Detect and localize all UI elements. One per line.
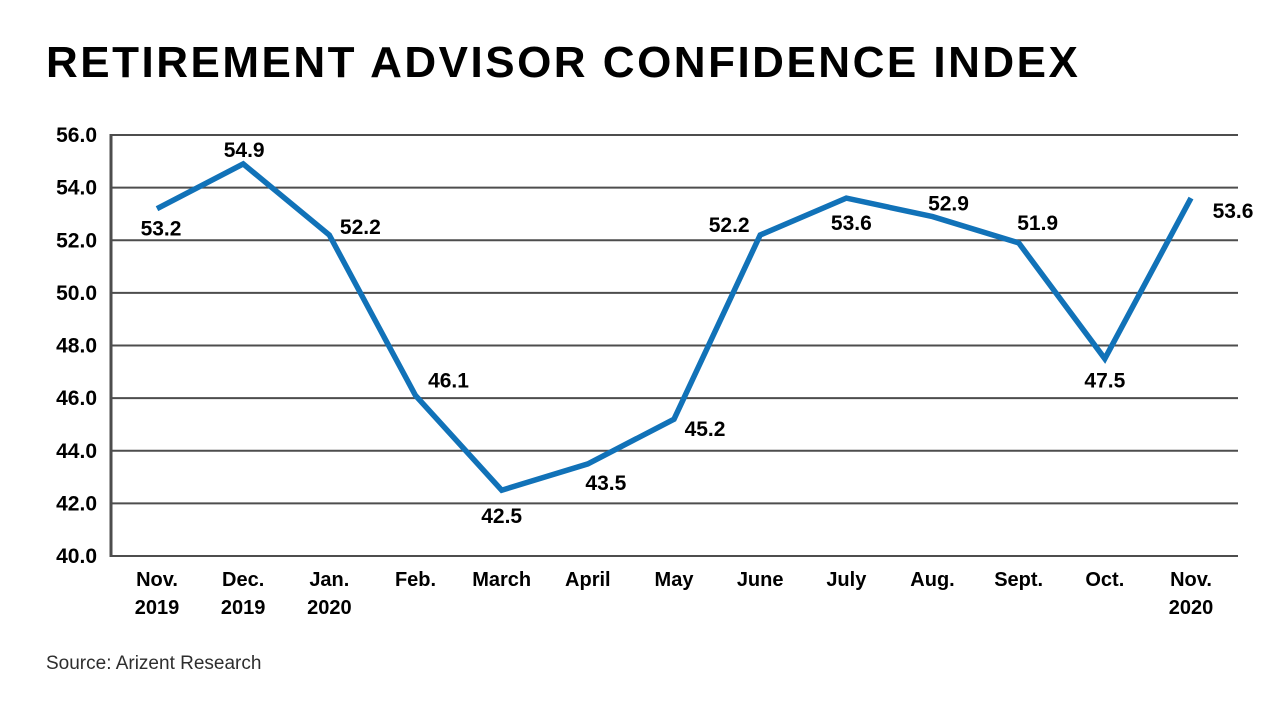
data-point-label: 45.2 xyxy=(685,418,726,441)
x-axis-tick-label: Dec. xyxy=(222,569,264,591)
x-axis-tick-label: June xyxy=(737,569,784,591)
data-point-label: 52.2 xyxy=(709,214,750,237)
x-axis-tick-label: Aug. xyxy=(910,569,954,591)
data-point-label: 54.9 xyxy=(224,139,265,162)
data-point-label: 47.5 xyxy=(1084,370,1125,393)
y-axis-tick-label: 50.0 xyxy=(56,282,97,305)
y-axis-tick-label: 56.0 xyxy=(56,124,97,147)
data-point-label: 52.2 xyxy=(340,216,381,239)
y-axis-tick-label: 40.0 xyxy=(56,545,97,568)
y-axis-tick-label: 54.0 xyxy=(56,177,97,200)
data-point-label: 43.5 xyxy=(585,472,626,495)
x-axis-tick-label: Oct. xyxy=(1085,569,1124,591)
chart-title: RETIREMENT ADVISOR CONFIDENCE INDEX xyxy=(46,38,1081,87)
x-axis-tick-label: Feb. xyxy=(395,569,436,591)
data-point-label: 52.9 xyxy=(928,193,969,216)
data-point-label: 53.2 xyxy=(141,218,182,241)
x-axis-tick-label: May xyxy=(655,569,695,591)
x-axis-tick-label-year: 2019 xyxy=(221,597,266,619)
x-axis-tick-label: April xyxy=(565,569,611,591)
y-axis-tick-label: 52.0 xyxy=(56,229,97,252)
x-axis-tick-label: Jan. xyxy=(309,569,349,591)
data-series-line xyxy=(155,160,1194,494)
data-point-label: 46.1 xyxy=(428,369,469,392)
x-axis-tick-label-year: 2020 xyxy=(1169,597,1214,619)
x-axis-tick-label: July xyxy=(826,569,867,591)
x-axis-tick-label: March xyxy=(472,569,531,591)
x-axis-tick-label-year: 2019 xyxy=(135,597,180,619)
y-axis-tick-label: 48.0 xyxy=(56,335,97,358)
data-point-label: 42.5 xyxy=(481,505,522,528)
source-note: Source: Arizent Research xyxy=(46,653,262,674)
data-point-label: 53.6 xyxy=(1213,200,1254,223)
x-axis-tick-label: Sept. xyxy=(994,569,1043,591)
data-point-label: 51.9 xyxy=(1017,212,1058,235)
x-axis-tick-label: Nov. xyxy=(1170,569,1212,591)
y-axis-tick-label: 46.0 xyxy=(56,387,97,410)
x-axis-tick-label: Nov. xyxy=(136,569,178,591)
y-axis-tick-label: 42.0 xyxy=(56,492,97,515)
x-axis-tick-label-year: 2020 xyxy=(307,597,352,619)
data-point-label: 53.6 xyxy=(831,212,872,235)
y-axis-tick-label: 44.0 xyxy=(56,440,97,463)
